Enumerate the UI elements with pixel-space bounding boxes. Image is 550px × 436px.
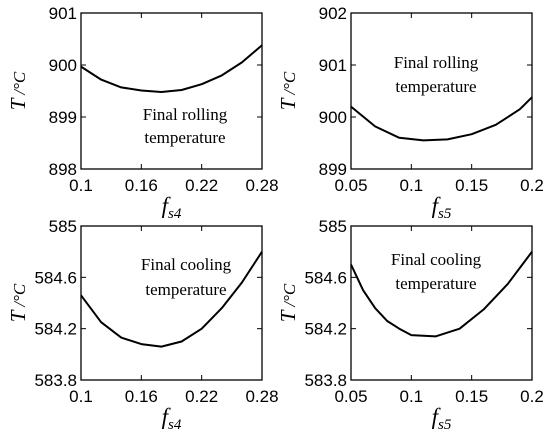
x-axis-label-sub: s4 <box>168 417 182 433</box>
x-tick-label: 0.1 <box>69 176 93 195</box>
y-tick-label: 583.8 <box>34 371 77 390</box>
annotation-line: temperature <box>145 280 226 299</box>
series-line <box>80 251 263 348</box>
panel-2: 0.05 0.1 0.15 0.2 899 900 901 902 Final rolling t… <box>276 4 544 222</box>
x-axis-label-main: f <box>162 193 172 218</box>
y-axis-label: T/°C <box>6 71 30 110</box>
y-axis-label: T/°C <box>276 71 300 110</box>
y-tick-label: 899 <box>49 108 77 127</box>
y-axis-label-main: T <box>276 309 300 322</box>
x-tick-label: 0.1 <box>69 387 93 406</box>
x-axis-label-sub: s5 <box>438 206 452 222</box>
series-line <box>350 96 533 142</box>
x-axis-label-main: f <box>432 193 442 218</box>
y-tick-label: 900 <box>319 108 347 127</box>
y-tick-label: 585 <box>49 217 77 236</box>
y-axis-label-unit: /°C <box>280 283 299 308</box>
y-tick-label: 898 <box>49 160 77 179</box>
x-tick-label: 0.22 <box>185 176 218 195</box>
x-axis-label-main: f <box>162 404 172 429</box>
x-axis-label: fs5 <box>432 404 452 433</box>
x-tick-label: 0.2 <box>520 387 544 406</box>
panel-4: 0.05 0.1 0.15 0.2 583.8 584.2 584.6 585 Final co… <box>276 217 544 433</box>
annotation-line: temperature <box>395 274 476 293</box>
y-tick-label: 901 <box>319 56 347 75</box>
series-line <box>350 251 533 338</box>
plot-frame <box>80 12 263 170</box>
y-axis-label-main: T <box>276 97 300 110</box>
y-tick-label: 585 <box>319 217 347 236</box>
y-tick-label: 584.6 <box>304 268 347 287</box>
x-tick-label: 0.2 <box>520 176 544 195</box>
panel-1: 0.1 0.16 0.22 0.28 898 899 900 901 Final rolling… <box>6 4 279 222</box>
plot-frame <box>350 225 533 381</box>
x-tick-label: 0.05 <box>334 387 367 406</box>
panel-3: 0.1 0.16 0.22 0.28 583.8 584.2 584.6 585 Final c… <box>6 217 279 433</box>
x-tick-label: 0.05 <box>334 176 367 195</box>
x-tick-label: 0.22 <box>185 387 218 406</box>
y-tick-label: 584.2 <box>34 320 77 339</box>
x-tick-label: 0.15 <box>455 387 488 406</box>
y-tick-label: 902 <box>319 4 347 23</box>
series-line <box>80 44 263 93</box>
x-axis-label: fs5 <box>432 193 452 222</box>
x-tick-label: 0.1 <box>400 176 424 195</box>
x-axis-label-sub: s5 <box>438 417 452 433</box>
y-tick-label: 584.6 <box>34 268 77 287</box>
annotation-line: Final cooling <box>141 255 232 274</box>
annotation-line: Final cooling <box>391 250 482 269</box>
x-axis-label: fs4 <box>162 193 182 222</box>
plot-frame <box>350 12 533 170</box>
x-tick-label: 0.16 <box>125 176 158 195</box>
x-tick-label: 0.16 <box>125 387 158 406</box>
x-tick-label: 0.15 <box>455 176 488 195</box>
y-tick-label: 583.8 <box>304 371 347 390</box>
x-tick-label: 0.28 <box>245 176 278 195</box>
annotation-line: temperature <box>144 128 225 147</box>
y-axis-label-main: T <box>6 97 30 110</box>
y-axis-label-unit: /°C <box>10 71 29 96</box>
y-tick-label: 899 <box>319 160 347 179</box>
y-axis-label: T/°C <box>6 283 30 322</box>
y-axis-label-unit: /°C <box>10 283 29 308</box>
annotation-line: temperature <box>395 77 476 96</box>
x-tick-label: 0.28 <box>245 387 278 406</box>
x-axis-label-main: f <box>432 404 442 429</box>
annotation-line: Final rolling <box>143 105 228 124</box>
annotation-line: Final rolling <box>394 53 479 72</box>
y-axis-label-unit: /°C <box>280 71 299 96</box>
y-axis-label-main: T <box>6 309 30 322</box>
plot-frame <box>80 225 263 381</box>
y-tick-label: 584.2 <box>304 320 347 339</box>
y-axis-label: T/°C <box>276 283 300 322</box>
y-tick-label: 901 <box>49 4 77 23</box>
y-tick-label: 900 <box>49 56 77 75</box>
x-axis-label-sub: s4 <box>168 206 182 222</box>
x-tick-label: 0.1 <box>400 387 424 406</box>
x-axis-label: fs4 <box>162 404 182 433</box>
